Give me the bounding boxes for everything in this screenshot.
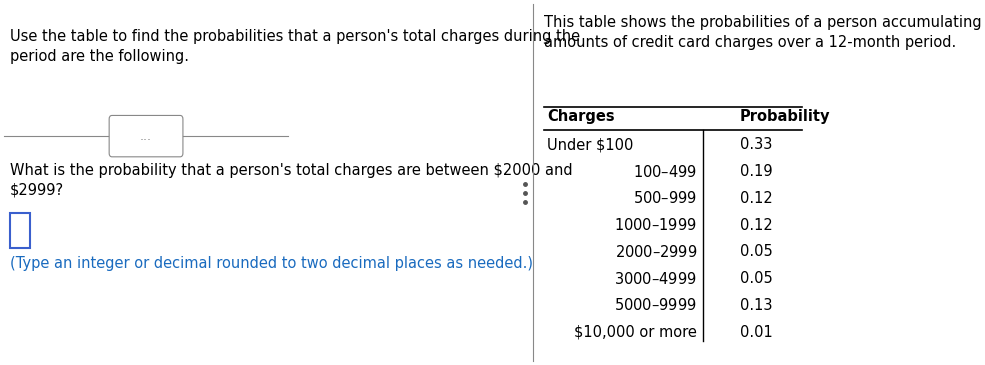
Text: Under $100: Under $100 [547, 137, 633, 152]
Text: 0.12: 0.12 [740, 218, 772, 233]
Text: 0.05: 0.05 [740, 244, 772, 259]
Text: $500–$999: $500–$999 [633, 190, 697, 206]
Text: Use the table to find the probabilities that a person's total charges during the: Use the table to find the probabilities … [10, 29, 580, 64]
Bar [10, 213, 30, 249]
Text: 0.33: 0.33 [740, 137, 772, 152]
Text: Probability: Probability [740, 109, 830, 124]
Text: $3000–$4999: $3000–$4999 [615, 270, 697, 287]
Text: $2000–$2999: $2000–$2999 [615, 244, 697, 260]
Text: $10,000 or more: $10,000 or more [574, 324, 697, 339]
Text: What is the probability that a person's total charges are between $2000 and
$299: What is the probability that a person's … [10, 163, 572, 198]
Text: $100–$499: $100–$499 [633, 164, 697, 180]
Text: $1000–$1999: $1000–$1999 [615, 217, 697, 233]
Text: (Type an integer or decimal rounded to two decimal places as needed.): (Type an integer or decimal rounded to t… [10, 255, 533, 270]
Text: 0.05: 0.05 [740, 271, 772, 286]
Text: 0.13: 0.13 [740, 298, 772, 313]
Text: 0.19: 0.19 [740, 164, 772, 179]
FancyBboxPatch shape [109, 115, 183, 157]
Text: $5000–$9999: $5000–$9999 [615, 297, 697, 313]
Text: 0.12: 0.12 [740, 191, 772, 206]
Text: 0.01: 0.01 [740, 324, 772, 339]
Text: Charges: Charges [547, 109, 615, 124]
Text: ...: ... [140, 130, 152, 143]
Text: This table shows the probabilities of a person accumulating specific
amounts of : This table shows the probabilities of a … [544, 15, 985, 50]
